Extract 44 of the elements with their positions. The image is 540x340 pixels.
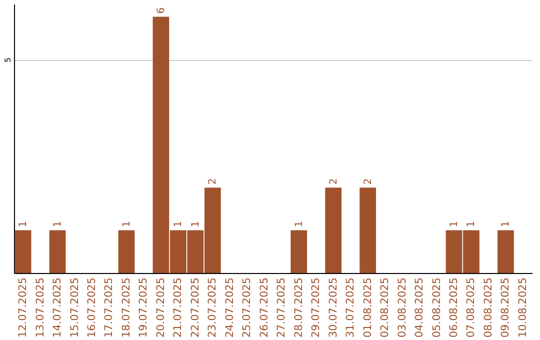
data-label: 1 (294, 220, 305, 228)
x-tick-label: 03.08.2025 (396, 278, 408, 338)
x-tick-label: 12.07.2025 (17, 278, 30, 338)
x-tick-label: 05.08.2025 (430, 278, 443, 338)
x-tick-label: 23.07.2025 (206, 278, 219, 338)
x-tick-label: 13.07.2025 (34, 278, 46, 338)
data-label: 1 (449, 220, 460, 228)
x-tick-label: 26.07.2025 (258, 278, 270, 338)
x-tick-label: 14.07.2025 (52, 278, 64, 338)
x-tick-label: 22.07.2025 (189, 278, 202, 338)
data-label: 1 (121, 220, 132, 228)
x-tick-label: 06.08.2025 (448, 278, 460, 338)
x-tick-label: 30.07.2025 (327, 278, 340, 338)
data-label: 2 (362, 178, 374, 185)
x-tick-label: 15.07.2025 (68, 278, 81, 338)
x-tick-label: 27.07.2025 (276, 278, 288, 338)
data-label: 1 (500, 220, 512, 228)
x-tick-label: 02.08.2025 (379, 278, 392, 338)
x-tick-label: 10.08.2025 (516, 278, 529, 338)
data-label: 2 (208, 178, 219, 185)
data-label: 2 (328, 178, 340, 185)
x-tick-label: 07.08.2025 (465, 278, 478, 338)
x-tick-label: 29.07.2025 (310, 278, 322, 338)
data-label: 1 (52, 220, 64, 228)
y-tick-label: 5 (4, 57, 12, 63)
x-tick-label: 19.07.2025 (138, 278, 150, 338)
x-tick-label: 01.08.2025 (362, 278, 374, 338)
x-tick-label: 18.07.2025 (120, 278, 132, 338)
data-label: 1 (466, 220, 478, 228)
x-tick-label: 17.07.2025 (103, 278, 116, 338)
data-label: 1 (18, 220, 30, 228)
x-tick-label: 24.07.2025 (224, 278, 236, 338)
data-label: 1 (190, 220, 202, 228)
x-tick-label: 25.07.2025 (241, 278, 254, 338)
data-label: 1 (173, 220, 184, 228)
x-tick-label: 16.07.2025 (86, 278, 98, 338)
x-tick-label: 20.07.2025 (154, 278, 167, 338)
x-tick-label: 08.08.2025 (482, 278, 494, 338)
x-tick-label: 09.08.2025 (500, 278, 512, 338)
x-tick-label: 28.07.2025 (292, 278, 305, 338)
data-label: 6 (156, 7, 167, 14)
x-tick-label: 31.07.2025 (344, 278, 357, 338)
x-tick-label: 21.07.2025 (172, 278, 184, 338)
x-tick-label: 04.08.2025 (414, 278, 426, 338)
